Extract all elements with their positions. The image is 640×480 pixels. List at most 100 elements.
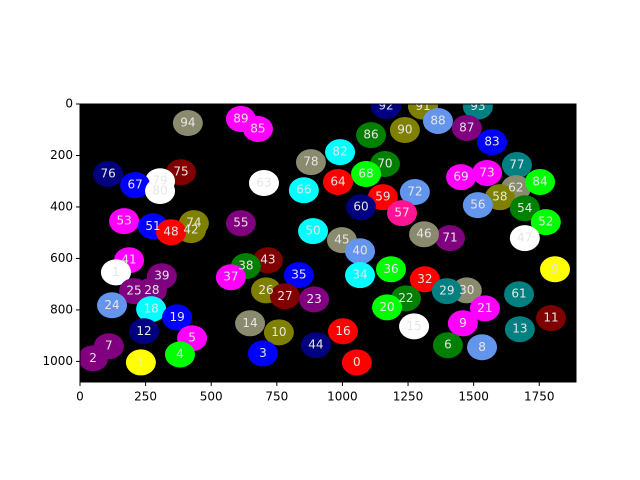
region-label: 50 — [305, 224, 320, 238]
region — [225, 210, 256, 237]
region-label: 71 — [442, 231, 457, 245]
region-label: 9 — [551, 262, 559, 276]
region-label: 85 — [250, 121, 265, 135]
region-label: 15 — [406, 319, 421, 333]
region — [100, 259, 131, 286]
region-label: 88 — [430, 113, 445, 127]
region-label: 55 — [233, 216, 248, 230]
region-label: 28 — [144, 283, 159, 297]
region — [530, 209, 561, 236]
region — [509, 195, 540, 222]
region-label: 0 — [353, 355, 361, 369]
region — [235, 310, 266, 337]
region-label: 56 — [470, 198, 485, 212]
region-label: 42 — [183, 223, 198, 237]
region — [477, 129, 508, 156]
region-label: 74 — [186, 216, 201, 230]
y-tick-label: 200 — [50, 148, 73, 162]
region-label: 12 — [136, 324, 151, 338]
region-label: 25 — [126, 284, 141, 298]
region-label: 64 — [330, 174, 345, 188]
region-label: 44 — [308, 338, 323, 352]
region-label: 76 — [100, 167, 115, 181]
region-label: 63 — [256, 176, 271, 190]
region — [509, 225, 540, 252]
region-label: 46 — [416, 227, 431, 241]
region — [178, 210, 209, 237]
region-label: 91 — [415, 99, 430, 113]
region-label: 35 — [291, 268, 306, 282]
region — [431, 278, 462, 305]
y-tick-label: 0 — [65, 97, 73, 111]
region — [164, 341, 195, 368]
region-label: 19 — [169, 310, 184, 324]
axes-frame — [79, 103, 577, 383]
region — [156, 219, 187, 246]
region-label: 82 — [332, 145, 347, 159]
region-label: 66 — [296, 183, 311, 197]
x-tick-label: 750 — [265, 390, 288, 404]
region — [387, 200, 418, 227]
x-tick-label: 250 — [134, 390, 157, 404]
region-label: 23 — [306, 292, 321, 306]
region — [325, 139, 356, 166]
region — [446, 164, 477, 191]
region-label: 18 — [143, 302, 158, 316]
region-label: 86 — [363, 128, 378, 142]
region — [298, 218, 329, 245]
region-label: 45 — [334, 233, 349, 247]
region-label: 94 — [180, 116, 195, 130]
region-label: 7 — [105, 339, 113, 353]
region-label: 4 — [176, 347, 184, 361]
region-label: 9 — [459, 316, 467, 330]
region — [300, 332, 331, 359]
region — [501, 152, 532, 179]
region-label: 52 — [538, 215, 553, 229]
region — [345, 238, 376, 265]
region — [125, 349, 156, 376]
region — [80, 345, 109, 372]
x-tick-label: 1250 — [393, 390, 424, 404]
region — [93, 161, 124, 188]
region-label: 73 — [479, 165, 494, 179]
region — [422, 107, 453, 134]
region — [351, 161, 382, 188]
region — [322, 168, 353, 195]
region-label: 27 — [277, 289, 292, 303]
region — [399, 179, 430, 206]
region — [299, 286, 330, 313]
region-label: 58 — [492, 190, 507, 204]
region-label: 2 — [89, 351, 97, 365]
region — [109, 208, 140, 235]
region-label: 37 — [223, 270, 238, 284]
region-label: 79 — [152, 174, 167, 188]
region — [469, 295, 500, 322]
region-label: 39 — [154, 269, 169, 283]
region-label: 77 — [509, 158, 524, 172]
region — [283, 262, 314, 289]
region — [295, 149, 326, 176]
region — [345, 262, 376, 289]
region — [451, 114, 482, 141]
region — [341, 349, 372, 376]
region — [399, 313, 430, 340]
region — [136, 296, 167, 323]
region — [462, 192, 493, 219]
region — [540, 256, 571, 283]
region — [263, 319, 294, 346]
y-tick-label: 600 — [50, 251, 73, 265]
region — [435, 225, 466, 252]
region-label: 60 — [353, 200, 368, 214]
region-label: 70 — [377, 156, 392, 170]
region — [129, 318, 160, 345]
region — [472, 159, 503, 186]
region-label: 87 — [459, 120, 474, 134]
y-tick-label: 400 — [50, 199, 73, 213]
region-label: 92 — [378, 99, 393, 113]
region-label: 38 — [238, 259, 253, 273]
y-tick-label: 800 — [50, 302, 73, 316]
region-label: 61 — [511, 287, 526, 301]
region-label: 59 — [375, 190, 390, 204]
region-label: 41 — [121, 253, 136, 267]
